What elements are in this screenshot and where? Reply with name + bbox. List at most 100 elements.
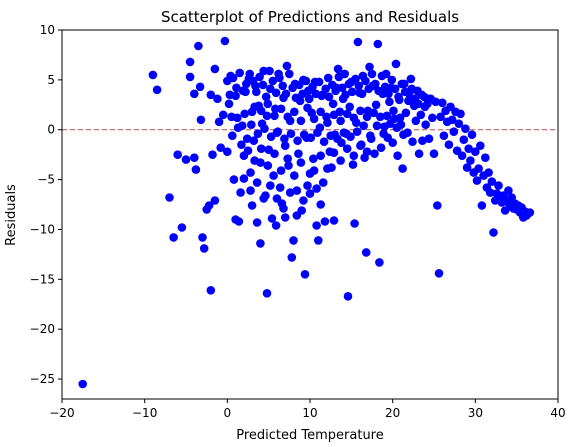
scatter-point [439,131,449,140]
scatter-point [285,188,295,197]
scatter-point [239,174,249,183]
scatter-point [270,111,279,121]
x-tick-label: −10 [132,406,157,420]
scatter-point [303,181,312,190]
y-tick-label: 5 [47,73,55,87]
scatter-point [318,178,328,187]
scatter-point [199,244,209,253]
scatter-point [245,69,254,79]
scatter-point [349,151,359,160]
scatter-point [177,223,187,232]
scatter-point [316,151,326,160]
scatter-point [291,93,301,103]
scatter-point [247,120,256,129]
scatter-point [525,208,535,217]
scatter-point [395,113,405,123]
data-points [78,36,535,389]
scatter-point [165,193,174,202]
scatter-point [252,178,262,187]
scatter-point [278,81,288,91]
scatter-point [253,129,263,138]
scatter-point [342,109,352,119]
scatter-point [256,106,266,116]
scatter-point [196,115,206,125]
scatter-point [248,76,258,86]
x-tick-label: 20 [385,406,400,420]
scatter-point [260,124,269,133]
scatter-point [249,136,259,145]
scatter-point [210,196,220,205]
scatter-point [449,127,459,136]
scatter-point [477,201,487,210]
scatter-point [434,269,444,278]
y-tick-label: −15 [30,272,55,286]
scatter-point [377,71,387,81]
scatter-point [471,147,480,156]
scatter-point [280,141,290,150]
scatter-point [275,183,285,192]
scatter-point [398,164,407,173]
y-tick-label: −20 [30,322,55,336]
scatter-point [352,127,362,136]
scatter-point [281,89,291,99]
y-tick-label: 0 [47,123,55,137]
x-axis-ticks: −20 −10 0 10 20 30 40 [49,399,566,420]
scatter-point [169,233,178,242]
scatter-point [391,59,401,69]
scatter-point [366,131,375,140]
scatter-point [390,84,400,94]
scatter-point [476,141,485,150]
scatter-point [485,188,495,197]
scatter-point [356,141,365,150]
scatter-point [374,86,383,96]
y-axis-ticks: −25 −20 −15 −10 −5 0 5 10 [30,23,62,386]
scatter-point [271,221,281,230]
scatter-point [314,236,323,245]
scatter-point [256,144,266,153]
scatter-point [246,186,255,195]
scatter-point [362,147,372,156]
scatter-point [285,69,294,79]
scatter-point [289,236,298,245]
scatter-point [292,211,302,220]
scatter-point [261,92,271,102]
scatter-point [218,110,228,120]
scatter-point [454,119,464,128]
x-axis-label: Predicted Temperature [236,428,384,443]
scatter-point [320,217,330,226]
scatter-point [194,41,203,51]
scatter-point [489,228,498,237]
scatter-point [303,103,312,113]
scatter-point [256,239,265,248]
scatter-point [262,111,272,121]
scatter-point [316,200,326,209]
scatter-point [206,90,216,100]
scatter-point [313,128,322,137]
scatter-point [382,111,392,121]
scatter-point [343,292,353,301]
scatter-point [385,97,394,107]
scatter-point [272,194,282,203]
scatter-point [292,186,302,195]
scatter-point [250,102,259,112]
scatter-point [369,108,379,118]
scatter-point [345,102,355,112]
scatter-point [311,89,321,99]
scatter-point [481,153,490,162]
scatter-point [246,168,255,177]
scatter-point [290,107,299,117]
scatter-point [385,119,395,128]
scatter-point [301,76,311,86]
scatter-point [280,134,289,143]
scatter-point [323,164,332,173]
scatter-point [262,289,272,298]
scatter-point [276,166,286,175]
scatter-point [271,88,281,98]
scatter-point [293,136,302,145]
scatter-point [195,82,205,92]
scatter-point [181,155,191,164]
scatter-point [267,214,277,223]
scatter-point [224,99,234,109]
scatter-point [349,113,359,123]
scatter-point [185,57,195,67]
